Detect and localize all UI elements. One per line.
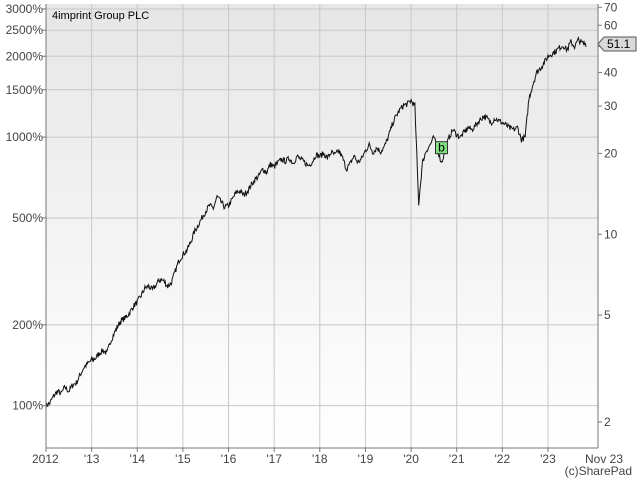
right-tick-label: 2 (604, 415, 611, 429)
left-tick-label: 3000% (6, 2, 44, 16)
buy-marker: b (435, 141, 448, 155)
right-tick-label: 30 (604, 99, 618, 113)
right-tick-label: 20 (604, 146, 618, 160)
grid-lines (45, 4, 598, 448)
chart-title: 4imprint Group PLC (52, 10, 149, 22)
right-tick-label: 70 (604, 0, 618, 14)
last-value-label: 51.1 (607, 37, 631, 51)
right-tick-label: 40 (604, 66, 618, 80)
left-tick-label: 200% (12, 318, 43, 332)
x-tick-label: '16 (221, 452, 237, 466)
right-tick-label: 60 (604, 18, 618, 32)
left-tick-label: 2500% (6, 23, 44, 37)
buy-marker-box (435, 141, 448, 155)
right-tick-label: 10 (604, 227, 618, 241)
x-tick-label: Nov 23 (585, 452, 623, 466)
left-tick-label: 500% (12, 211, 43, 225)
right-axis-ticks: 7060504030201052 (598, 0, 618, 429)
credit-label: (c)SharePad (565, 464, 632, 478)
left-tick-label: 1500% (6, 83, 44, 97)
buy-marker-label: b (438, 141, 445, 155)
left-tick-label: 100% (12, 399, 43, 413)
x-tick-label: '18 (312, 452, 328, 466)
x-tick-label: '19 (358, 452, 374, 466)
last-value-badge-shape (597, 36, 637, 52)
last-value-badge: 51.1 (597, 36, 637, 52)
price-series-line (45, 36, 587, 409)
left-tick-label: 1000% (6, 130, 44, 144)
x-tick-label: '14 (129, 452, 145, 466)
x-tick-label: '22 (495, 452, 511, 466)
plot-area (46, 4, 598, 448)
x-tick-label: 2012 (32, 452, 59, 466)
x-tick-label: '21 (449, 452, 465, 466)
x-tick-label: '23 (540, 452, 556, 466)
left-tick-label: 2000% (6, 49, 44, 63)
x-tick-label: '15 (175, 452, 191, 466)
x-tick-label: '17 (266, 452, 282, 466)
x-axis-ticks: 2012 '13 '14 '15 '16 '17 '18 '19 '20 '21 '22 '23 Nov… (32, 448, 623, 466)
x-tick-label: '13 (84, 452, 100, 466)
right-tick-label: 5 (604, 308, 611, 322)
left-axis-ticks: 3000% 2500% 2000% 1500% 1000% 500% 200% 100% (6, 2, 46, 413)
x-tick-label: '20 (403, 452, 419, 466)
